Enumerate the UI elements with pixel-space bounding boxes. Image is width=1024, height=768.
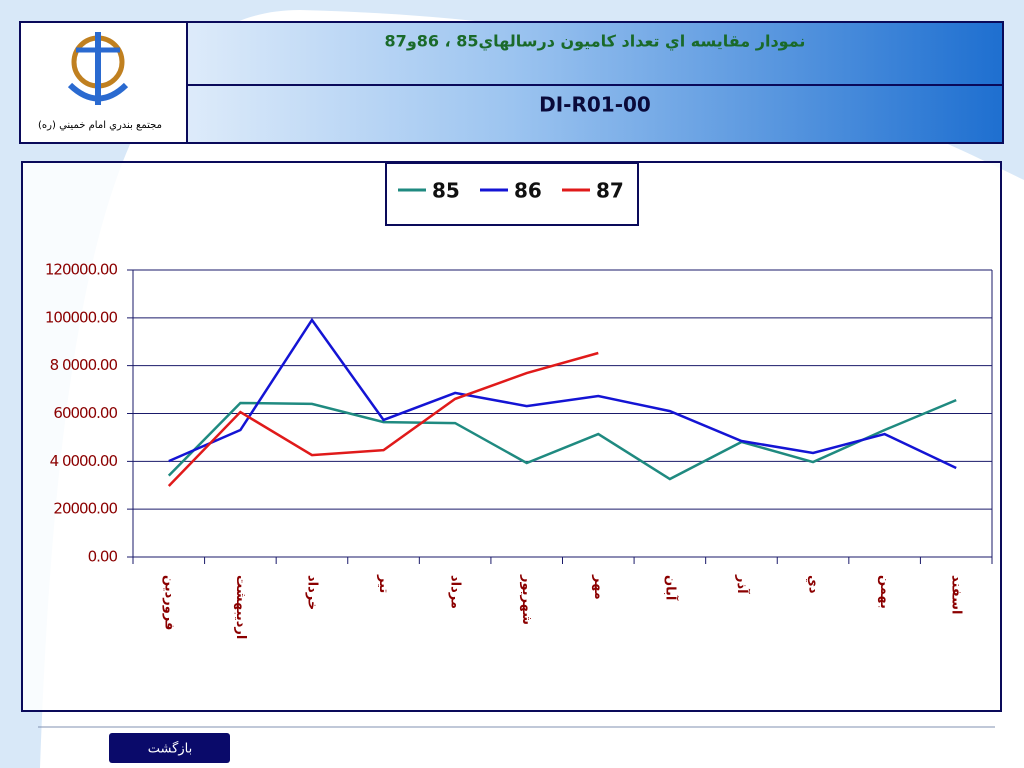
x-tick-label: اسفند [949,575,964,614]
x-tick-label: آبان [662,575,679,601]
x-tick-label: شهريور [519,574,534,625]
series-line [167,351,599,487]
x-tick-label: دي [806,575,821,594]
chart-title: نمودار مقايسه اي تعداد كاميون درسالهاي85… [385,32,806,52]
x-tick-label: مهر [591,574,606,600]
x-tick-label: فروردين [161,575,176,630]
x-tick-label: آذر [734,574,751,594]
x-tick-label: ارديبهشت [233,575,248,639]
chart-frame [21,161,1002,712]
logo-cell [19,21,188,144]
logo-caption: مجتمع بندري امام خميني (ره) [38,120,162,131]
y-tick-label: 100000.00 [45,308,118,326]
x-tick-label: بهمن [877,575,892,609]
legend-label: 85 [432,179,460,203]
y-tick-label: 0.00 [88,548,118,566]
logo [67,32,129,105]
legend-label: 87 [596,179,624,203]
series-line [167,398,957,481]
y-tick-label: 20000.00 [53,500,117,518]
y-tick-label: 4 0000.00 [50,452,118,470]
legend-box [385,162,639,226]
y-tick-label: 120000.00 [45,261,118,279]
y-tick-label: 8 0000.00 [50,356,118,374]
x-tick-label: خرداد [304,575,319,610]
series-line [168,317,957,470]
legend-label: 86 [514,179,542,203]
chart-subtitle: DI-R01-00 [539,93,651,117]
back-button-label[interactable]: بازگشت [148,741,192,757]
x-tick-label: مرداد [448,575,463,609]
y-tick-label: 60000.00 [53,404,117,422]
x-tick-label: تير [376,574,391,593]
back-button[interactable] [109,733,230,763]
